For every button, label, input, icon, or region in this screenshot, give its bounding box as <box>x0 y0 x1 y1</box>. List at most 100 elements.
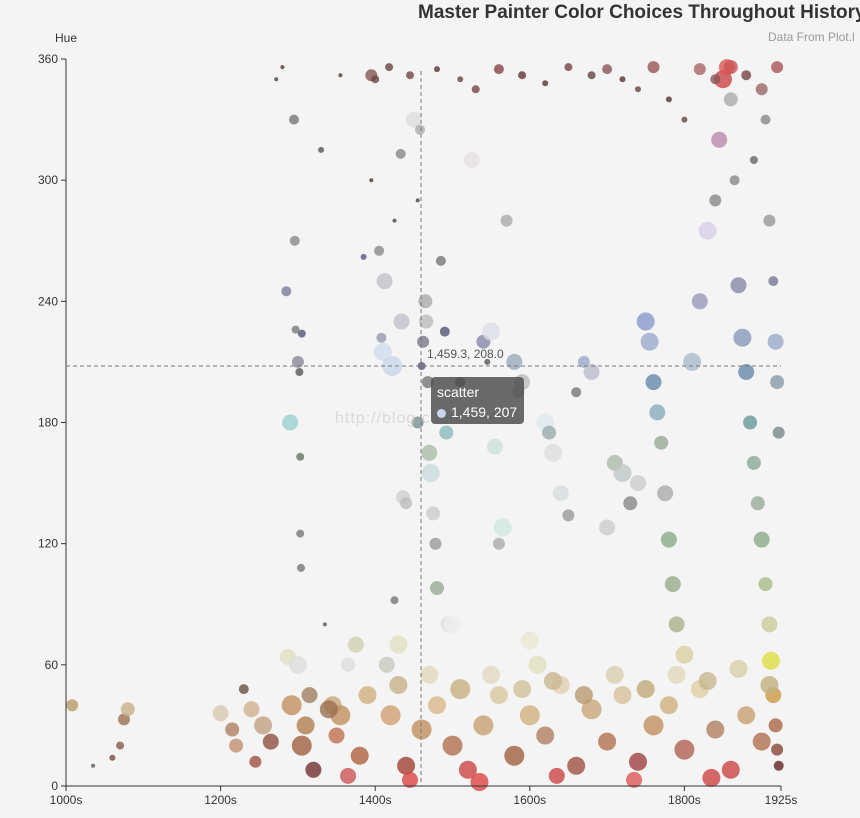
scatter-point[interactable] <box>768 276 779 287</box>
scatter-point[interactable] <box>667 665 686 684</box>
scatter-point[interactable] <box>243 701 260 718</box>
scatter-point[interactable] <box>571 387 582 398</box>
scatter-point[interactable] <box>109 754 116 761</box>
scatter-point[interactable] <box>602 64 613 75</box>
scatter-point[interactable] <box>544 672 562 690</box>
scatter-point[interactable] <box>378 656 395 673</box>
scatter-point[interactable] <box>429 537 442 550</box>
scatter-point[interactable] <box>296 529 305 538</box>
scatter-point[interactable] <box>629 752 647 771</box>
scatter-point[interactable] <box>374 245 385 256</box>
scatter-point[interactable] <box>426 506 441 521</box>
scatter-point[interactable] <box>376 273 393 290</box>
scatter-point[interactable] <box>415 124 425 135</box>
scatter-point[interactable] <box>238 684 249 695</box>
scatter-point[interactable] <box>562 509 575 522</box>
scatter-point[interactable] <box>66 699 79 712</box>
scatter-point[interactable] <box>212 705 229 722</box>
scatter-point[interactable] <box>659 696 678 715</box>
scatter-point[interactable] <box>439 425 454 440</box>
scatter-point[interactable] <box>471 85 480 94</box>
scatter-point[interactable] <box>328 727 345 744</box>
scatter-point[interactable] <box>623 496 638 511</box>
scatter-point[interactable] <box>683 352 702 371</box>
scatter-point[interactable] <box>500 214 513 227</box>
scatter-point[interactable] <box>619 76 626 83</box>
scatter-point[interactable] <box>681 116 688 123</box>
scatter-point[interactable] <box>395 148 406 159</box>
scatter-point[interactable] <box>771 61 784 74</box>
scatter-point[interactable] <box>340 767 357 784</box>
scatter-point[interactable] <box>518 71 527 80</box>
scatter-point[interactable] <box>772 426 785 439</box>
scatter-point[interactable] <box>291 325 300 334</box>
scatter-point[interactable] <box>443 615 462 634</box>
scatter-point[interactable] <box>760 676 779 694</box>
scatter-point[interactable] <box>749 156 758 164</box>
scatter-point[interactable] <box>341 657 356 672</box>
scatter-point[interactable] <box>536 726 555 745</box>
scatter-point[interactable] <box>520 631 539 650</box>
scatter-point[interactable] <box>487 438 503 455</box>
scatter-point[interactable] <box>674 739 695 760</box>
scatter-point[interactable] <box>249 755 262 768</box>
scatter-point[interactable] <box>421 464 440 482</box>
scatter-point[interactable] <box>118 713 130 726</box>
scatter-point[interactable] <box>291 735 312 756</box>
scatter-point[interactable] <box>552 485 569 502</box>
scatter-point[interactable] <box>599 519 616 536</box>
scatter-point[interactable] <box>470 773 489 791</box>
scatter-point[interactable] <box>664 576 681 593</box>
scatter-point[interactable] <box>289 114 299 125</box>
scatter-point[interactable] <box>665 96 672 103</box>
scatter-point[interactable] <box>519 705 540 726</box>
scatter-point[interactable] <box>753 531 770 548</box>
scatter-point[interactable] <box>763 214 776 227</box>
scatter-point[interactable] <box>729 659 748 678</box>
scatter-point[interactable] <box>421 376 434 389</box>
scatter-point[interactable] <box>528 655 547 674</box>
scatter-point[interactable] <box>318 146 325 153</box>
scatter-point[interactable] <box>262 733 279 750</box>
scatter-point[interactable] <box>225 722 240 737</box>
scatter-point[interactable] <box>358 686 377 705</box>
scatter-point[interactable] <box>750 496 765 511</box>
scatter-point[interactable] <box>91 763 96 768</box>
scatter-point[interactable] <box>297 563 305 572</box>
scatter-point[interactable] <box>702 768 721 787</box>
scatter-point[interactable] <box>296 716 315 735</box>
scatter-point[interactable] <box>305 761 322 778</box>
scatter-point[interactable] <box>583 364 600 380</box>
scatter-point[interactable] <box>254 716 273 735</box>
scatter-point[interactable] <box>693 63 706 76</box>
scatter-point[interactable] <box>691 293 708 310</box>
scatter-point[interactable] <box>760 114 771 125</box>
scatter-point[interactable] <box>450 679 471 700</box>
scatter-point[interactable] <box>698 672 717 690</box>
scatter-point[interactable] <box>418 294 433 309</box>
scatter-point[interactable] <box>761 616 778 633</box>
scatter-point[interactable] <box>723 60 738 75</box>
scatter-point[interactable] <box>393 313 410 330</box>
scatter-point[interactable] <box>116 741 125 750</box>
scatter-point[interactable] <box>746 455 761 470</box>
scatter-point[interactable] <box>482 665 501 684</box>
scatter-point[interactable] <box>281 695 302 716</box>
scatter-point[interactable] <box>737 706 756 725</box>
scatter-point[interactable] <box>721 760 740 779</box>
scatter-point[interactable] <box>482 322 501 341</box>
scatter-point[interactable] <box>675 645 694 664</box>
scatter-point[interactable] <box>369 178 374 183</box>
scatter-point[interactable] <box>567 756 586 775</box>
scatter-point[interactable] <box>288 655 307 674</box>
scatter-point[interactable] <box>706 720 725 739</box>
points-layer[interactable] <box>66 59 785 791</box>
scatter-point[interactable] <box>350 746 369 765</box>
scatter-point[interactable] <box>613 464 632 482</box>
scatter-point[interactable] <box>274 77 279 82</box>
scatter-point[interactable] <box>492 537 505 550</box>
scatter-point[interactable] <box>400 497 413 510</box>
scatter-point[interactable] <box>417 335 430 348</box>
scatter-point[interactable] <box>376 332 387 343</box>
scatter-point[interactable] <box>513 680 532 699</box>
